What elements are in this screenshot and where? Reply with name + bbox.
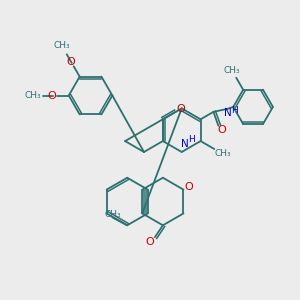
Text: CH₃: CH₃ [25,91,41,100]
Text: O: O [67,57,76,67]
Text: CH₃: CH₃ [104,210,121,219]
Text: O: O [217,125,226,135]
Text: H: H [188,135,195,144]
Text: O: O [47,91,56,100]
Text: N: N [224,108,232,118]
Text: CH₃: CH₃ [224,65,240,74]
Text: O: O [146,237,154,247]
Text: O: O [176,104,185,114]
Text: O: O [184,182,193,192]
Text: H: H [231,106,238,116]
Text: CH₃: CH₃ [214,149,231,158]
Text: CH₃: CH₃ [53,41,70,50]
Text: N: N [181,139,189,149]
